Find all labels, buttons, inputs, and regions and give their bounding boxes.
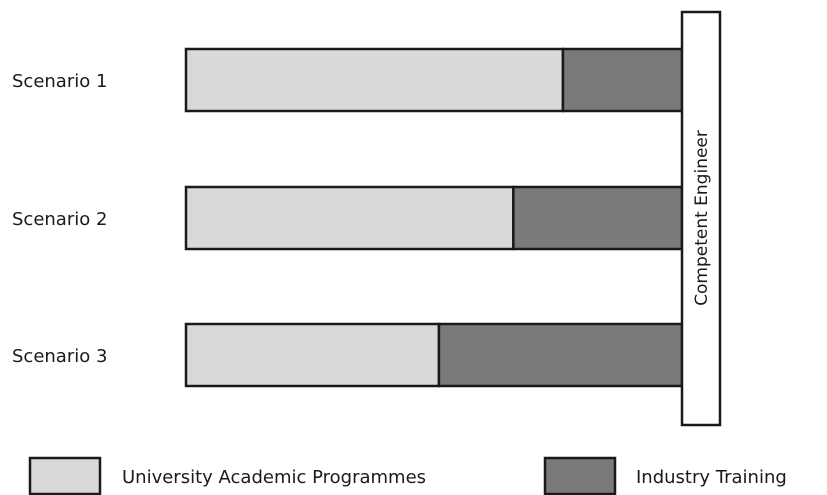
scenario-label-1: Scenario 1 xyxy=(12,71,107,92)
bar-segment-industry-training-scenario-1 xyxy=(561,47,684,113)
legend-label-university-academic-programmes: University Academic Programmes xyxy=(122,467,426,488)
scenario-bars: Scenario 1 Scenario 2 Scenario 3 xyxy=(12,47,684,388)
legend-swatch-university-academic-programmes xyxy=(28,456,102,495)
scenario-label-2: Scenario 2 xyxy=(12,209,107,230)
bar-segment-university-academic-programmes-scenario-3 xyxy=(184,322,441,388)
competent-engineer-label: Competent Engineer xyxy=(692,130,712,306)
legend-swatch-industry-training xyxy=(543,456,617,495)
bar-segment-industry-training-scenario-2 xyxy=(512,185,684,251)
legend-label-industry-training: Industry Training xyxy=(636,467,787,488)
bar-segment-university-academic-programmes-scenario-1 xyxy=(184,47,565,113)
bar-segment-university-academic-programmes-scenario-2 xyxy=(184,185,515,251)
competent-engineer-box: Competent Engineer xyxy=(680,10,722,427)
competent-engineer-rect xyxy=(680,10,722,427)
legend: University Academic Programmes Industry T… xyxy=(28,456,787,495)
bar-segment-industry-training-scenario-3 xyxy=(437,322,684,388)
scenario-label-3: Scenario 3 xyxy=(12,346,107,367)
